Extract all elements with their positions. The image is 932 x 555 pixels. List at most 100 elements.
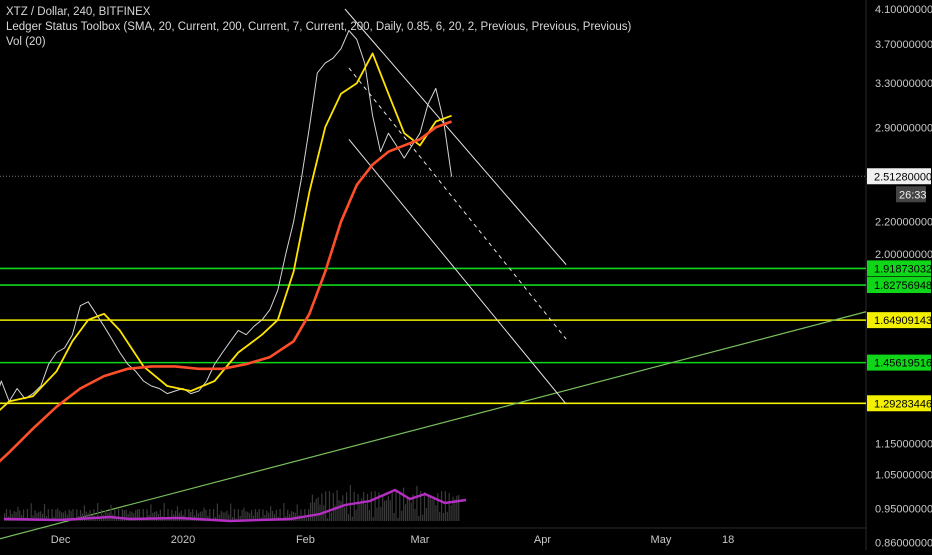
volume-bar — [340, 501, 342, 521]
volume-bar — [262, 509, 264, 521]
level-label-1: 1.91873032 — [874, 263, 932, 275]
volume-bar — [43, 503, 46, 521]
indicator-title[interactable]: Ledger Status Toolbox (SMA, 20, Current,… — [6, 21, 632, 33]
volume-bar — [404, 504, 407, 521]
volume-bar — [83, 505, 85, 521]
volume-bar — [68, 509, 70, 521]
volume-bar — [125, 509, 127, 521]
y-tick-label: 1.15000000 — [875, 438, 932, 450]
volume-bar — [70, 511, 72, 521]
volume-bar — [450, 505, 452, 521]
current-price-box — [867, 168, 931, 185]
volume-bar — [344, 507, 346, 521]
volume-bar — [448, 493, 450, 521]
volume-bar — [232, 516, 234, 521]
volume-bar — [366, 493, 369, 521]
volume-bar — [222, 512, 224, 521]
volume-bar — [292, 511, 294, 521]
volume-bar — [247, 511, 249, 521]
volume-bar — [220, 510, 222, 521]
volume-bar — [76, 509, 78, 521]
volume-bar — [251, 510, 253, 521]
volume-ma-line — [3, 488, 467, 523]
volume-bar — [104, 510, 106, 521]
volume-bar — [406, 497, 408, 521]
volume-bar — [279, 509, 281, 521]
volume-title[interactable]: Vol (20) — [6, 36, 46, 48]
sma20-line[interactable] — [0, 52, 452, 423]
volume-bar — [423, 492, 426, 521]
price-line[interactable] — [0, 30, 453, 429]
volume-bar — [4, 513, 6, 521]
volume-bar — [271, 510, 274, 521]
volume-bar — [266, 510, 268, 521]
y-tick-label: 0.86000000 — [875, 538, 932, 550]
volume-bar — [290, 511, 293, 521]
volume-bar — [23, 509, 25, 521]
volume-bar — [382, 495, 384, 521]
volume-bar — [218, 514, 220, 521]
level-label-2: 1.82756948 — [874, 280, 932, 292]
volume-bar — [384, 500, 386, 521]
volume-bar — [121, 509, 123, 521]
volume-bar — [389, 500, 391, 521]
level-label-box-2 — [867, 277, 931, 294]
sma200-line[interactable] — [0, 120, 453, 475]
volume-bar — [40, 511, 42, 521]
volume-bar — [336, 490, 338, 521]
volume-bar — [355, 509, 357, 521]
channel-mid-line[interactable] — [348, 67, 567, 340]
volume-bar — [313, 502, 315, 521]
volume-bar — [416, 485, 418, 521]
volume-bar — [433, 496, 435, 521]
volume-bar — [315, 498, 317, 521]
volume-bar — [327, 518, 329, 521]
x-tick-label: May — [651, 534, 672, 546]
volume-bar — [399, 491, 401, 521]
volume-bar — [195, 510, 198, 521]
volume-bar — [378, 492, 380, 521]
volume-bar — [15, 512, 17, 521]
volume-bar — [32, 515, 34, 521]
channel-upper-line[interactable] — [344, 8, 567, 265]
level-label-box-1 — [867, 260, 931, 277]
volume-bar — [347, 514, 350, 521]
volume-bar — [11, 514, 13, 521]
volume-bar — [395, 491, 397, 521]
volume-bar — [199, 511, 201, 521]
volume-bar — [357, 494, 359, 521]
volume-bar — [442, 512, 445, 521]
volume-bar — [93, 509, 95, 521]
volume-bar — [256, 512, 258, 521]
y-tick-label: 3.30000000 — [875, 78, 932, 90]
volume-bar — [80, 510, 82, 521]
volume-bar — [26, 509, 28, 521]
volume-bar — [237, 509, 239, 521]
volume-bar — [228, 514, 230, 521]
volume-bar — [47, 509, 49, 521]
volume-bar — [230, 503, 232, 521]
symbol-title[interactable]: XTZ / Dollar, 240, BITFINEX — [6, 6, 151, 18]
volume-bar — [123, 510, 125, 521]
volume-bar — [330, 512, 332, 521]
volume-bar — [42, 513, 44, 521]
volume-bar — [270, 506, 272, 521]
volume-bar — [385, 500, 388, 521]
volume-bar — [13, 511, 15, 521]
volume-bar — [180, 510, 182, 521]
volume-bar — [239, 515, 241, 521]
volume-bar — [275, 509, 277, 521]
level-label-box-4 — [867, 354, 931, 371]
channel-lower-line[interactable] — [348, 138, 567, 405]
trendline[interactable] — [0, 311, 867, 543]
volume-bar — [131, 511, 133, 521]
volume-bar — [152, 512, 154, 521]
level-label-box-5 — [867, 395, 931, 412]
volume-bar — [245, 511, 247, 521]
y-tick-label: 2.20000000 — [875, 217, 932, 229]
volume-bar — [165, 518, 167, 521]
volume-bar — [429, 495, 431, 521]
